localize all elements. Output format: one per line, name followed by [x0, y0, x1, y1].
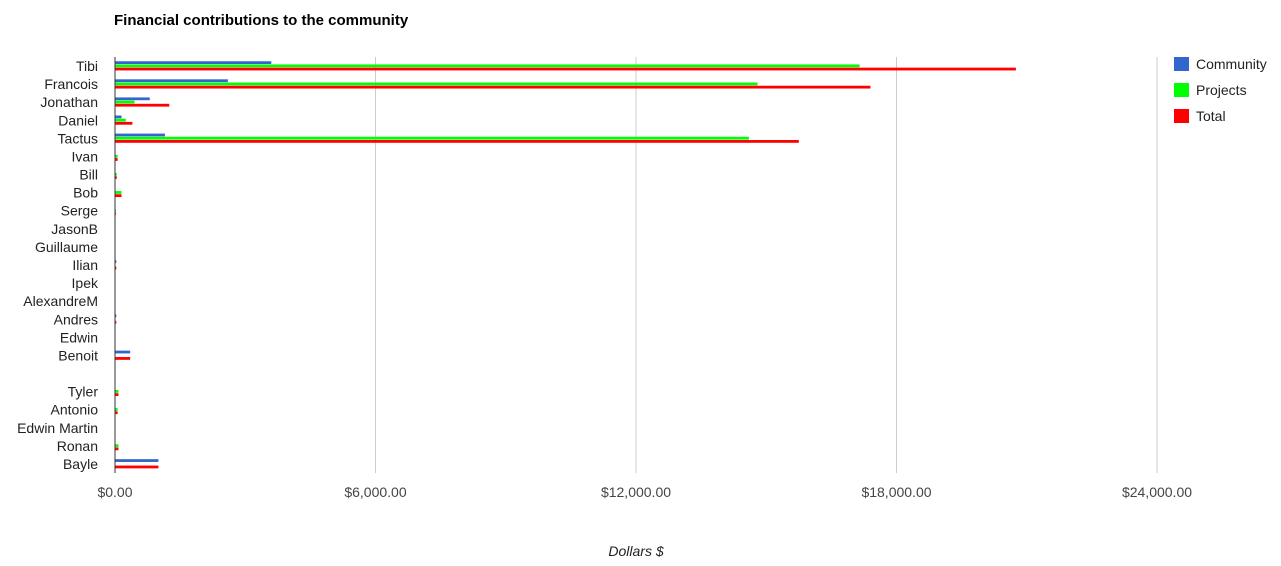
legend-label-community[interactable]: Community [1196, 56, 1267, 72]
bar-total[interactable] [115, 465, 159, 469]
chart-title: Financial contributions to the community [114, 12, 409, 29]
category-label: Ilian [72, 257, 98, 273]
category-labels: Tibi Francois Jonathan Daniel Tactus Ivan Bill… [17, 58, 99, 472]
category-label: Serge [61, 203, 99, 219]
bar-community[interactable] [115, 459, 159, 462]
category-label: Francois [44, 76, 98, 92]
legend: Community Projects Total [1174, 56, 1267, 124]
category-label: AlexandreM [23, 293, 98, 309]
legend-swatch-community [1174, 57, 1189, 71]
category-label: Tactus [58, 130, 98, 146]
bar-community[interactable] [115, 314, 117, 318]
x-tick-labels: $0.00 $6,000.00 $12,000.00 $18,000.00 $24,00… [97, 484, 1192, 500]
bar-total[interactable] [115, 121, 133, 125]
bar-total[interactable] [115, 67, 1016, 71]
category-label: Edwin Martin [17, 420, 98, 436]
legend-swatch-total [1174, 109, 1189, 123]
category-label: Jonathan [40, 94, 98, 110]
bar-projects[interactable] [115, 154, 118, 158]
bar-community[interactable] [115, 260, 117, 263]
category-label: Bayle [63, 456, 98, 472]
bar-total[interactable] [115, 411, 118, 415]
category-label: Benoit [58, 347, 98, 363]
category-label: Daniel [58, 112, 98, 128]
bar-projects[interactable] [115, 82, 758, 86]
category-label: Andres [54, 311, 98, 327]
category-label: Ivan [72, 148, 98, 164]
bar-total[interactable] [115, 85, 871, 89]
bar-projects[interactable] [115, 390, 119, 393]
bar-community[interactable] [115, 350, 131, 354]
x-tick-label: $24,000.00 [1122, 484, 1192, 500]
bar-projects[interactable] [115, 118, 126, 122]
category-label: Antonio [51, 402, 99, 418]
bar-total[interactable] [115, 139, 799, 143]
bar-projects[interactable] [115, 191, 122, 194]
bars [115, 61, 1016, 469]
x-tick-label: $18,000.00 [861, 484, 931, 500]
bar-total[interactable] [115, 357, 131, 360]
bar-projects[interactable] [115, 136, 749, 140]
category-label: Bill [79, 167, 98, 183]
category-label: Tibi [76, 58, 98, 74]
bar-total[interactable] [115, 176, 117, 179]
category-label: JasonB [51, 221, 98, 237]
bar-community[interactable] [115, 79, 228, 83]
category-label: Edwin [60, 329, 98, 345]
bar-total[interactable] [115, 266, 117, 270]
bar-projects[interactable] [115, 408, 118, 411]
bar-total[interactable] [115, 393, 119, 397]
bar-total[interactable] [115, 320, 117, 324]
bar-community[interactable] [115, 133, 165, 137]
bar-total[interactable] [115, 158, 118, 161]
bar-total[interactable] [115, 194, 122, 198]
legend-label-projects[interactable]: Projects [1196, 82, 1247, 98]
bar-projects[interactable] [115, 444, 119, 448]
bar-projects[interactable] [115, 172, 117, 176]
legend-label-total[interactable]: Total [1196, 108, 1226, 124]
bar-projects[interactable] [115, 64, 860, 68]
bar-total[interactable] [115, 447, 119, 451]
category-label: Guillaume [35, 239, 98, 255]
x-axis-title: Dollars $ [608, 543, 663, 559]
x-tick-label: $12,000.00 [601, 484, 671, 500]
bar-community[interactable] [115, 97, 150, 101]
x-tick-label: $0.00 [97, 484, 132, 500]
x-tick-label: $6,000.00 [344, 484, 406, 500]
category-label: Ronan [57, 438, 98, 454]
bar-projects[interactable] [115, 100, 135, 104]
category-label: Tyler [68, 384, 99, 400]
category-label: Ipek [72, 275, 99, 291]
gridlines [375, 57, 1158, 473]
legend-swatch-projects [1174, 83, 1189, 97]
bar-community[interactable] [115, 61, 272, 65]
bar-total[interactable] [115, 103, 170, 107]
category-label: Bob [73, 185, 98, 201]
bar-community[interactable] [115, 115, 122, 119]
